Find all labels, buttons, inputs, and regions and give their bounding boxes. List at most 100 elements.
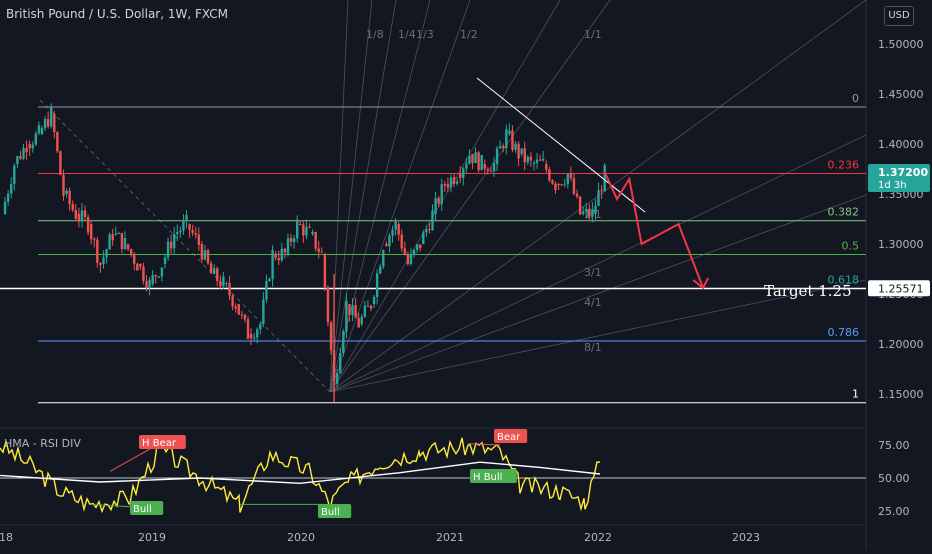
- candle-body: [594, 205, 597, 214]
- candle-body: [320, 251, 323, 253]
- candle-body: [240, 314, 244, 316]
- candle-body: [480, 155, 483, 171]
- level-price-value: 1.25571: [878, 282, 924, 295]
- oscillator-pane: 75.00 50.00 25.00 H Bear Bull Bull Bear H Bull: [0, 429, 910, 518]
- candle-body: [449, 177, 453, 188]
- candle-body: [440, 184, 443, 204]
- fib-label-0_786: 0.786: [828, 326, 860, 339]
- candle-body: [56, 132, 59, 152]
- candle-body: [415, 244, 419, 250]
- candle-body: [93, 239, 96, 241]
- fib-label-0_382: 0.382: [828, 206, 860, 219]
- candle-body: [385, 244, 388, 246]
- candle-body: [391, 229, 394, 236]
- candle-body: [65, 190, 68, 194]
- divergence-badge: [318, 504, 352, 518]
- fan-label: 1/8: [366, 28, 384, 41]
- candle-body: [283, 248, 287, 253]
- candle-body: [474, 152, 477, 164]
- candle-body: [37, 125, 41, 134]
- candle-body: [169, 241, 173, 249]
- divergence-line: [89, 503, 136, 508]
- fib-retracement: 0 0.236 0.382 0.5 0.618 0.786 1: [0, 92, 866, 404]
- candle-body: [394, 220, 397, 230]
- candle-body: [216, 268, 219, 281]
- candle-body: [225, 283, 228, 285]
- candle-body: [194, 233, 197, 235]
- candles: [3, 103, 606, 402]
- divergence-line: [467, 443, 501, 446]
- candle-body: [74, 209, 77, 219]
- divergence-badge: [494, 429, 528, 443]
- candle-body: [431, 210, 434, 231]
- candle-body: [314, 232, 317, 249]
- candle-body: [345, 300, 348, 332]
- candle-body: [560, 184, 563, 186]
- candle-body: [462, 168, 465, 178]
- candle-body: [117, 233, 121, 235]
- candle-body: [96, 239, 99, 263]
- candle-body: [400, 234, 403, 249]
- candle-body: [163, 257, 167, 264]
- candle-body: [129, 249, 133, 255]
- candle-body: [10, 184, 13, 194]
- candle-body: [535, 159, 539, 163]
- candle-body: [105, 249, 108, 258]
- price-tick: 1.20000: [878, 338, 924, 351]
- candle-body: [372, 296, 376, 304]
- candle-body: [603, 165, 606, 192]
- candle-body: [185, 215, 188, 222]
- candle-body: [277, 258, 280, 261]
- candle-body: [154, 275, 157, 277]
- candle-body: [274, 254, 277, 259]
- candle-body: [471, 154, 474, 164]
- candle-body: [542, 158, 545, 161]
- candle-body: [246, 319, 250, 339]
- candle-body: [351, 305, 354, 315]
- candle-body: [68, 190, 71, 205]
- candle-body: [86, 217, 90, 233]
- candle-body: [268, 278, 271, 281]
- candle-body: [206, 250, 210, 264]
- candle-body: [434, 198, 437, 214]
- fan-line: [329, 0, 471, 393]
- candle-body: [354, 305, 357, 318]
- candle-body: [25, 147, 28, 153]
- candle-body: [145, 281, 148, 288]
- fan-label: 1/4: [398, 28, 416, 41]
- candle-body: [308, 226, 311, 228]
- candle-body: [292, 238, 296, 242]
- candle-body: [511, 130, 514, 150]
- rsi-line: [0, 437, 601, 514]
- candle-body: [335, 372, 339, 384]
- candle-body: [514, 143, 517, 150]
- candle-body: [188, 224, 191, 231]
- candle-body: [136, 263, 139, 271]
- candle-body: [360, 316, 363, 324]
- fan-label: 1/3: [416, 28, 434, 41]
- candle-body: [142, 266, 145, 282]
- candle-body: [212, 268, 216, 274]
- fan-label: 3/1: [584, 266, 602, 279]
- target-label: Target 1.25: [764, 282, 852, 300]
- candle-body: [311, 232, 314, 234]
- divergence-label: Bear: [497, 432, 521, 443]
- candle-body: [588, 208, 591, 217]
- candle-body: [406, 254, 410, 265]
- candle-body: [234, 306, 237, 309]
- price-axis: 1.500001.450001.400001.350001.300001.250…: [868, 38, 930, 401]
- candle-body: [532, 162, 536, 164]
- candle-body: [43, 119, 47, 129]
- fan-label: 4/1: [584, 296, 602, 309]
- candle-body: [13, 165, 16, 185]
- indicator-label: HMA - RSI DIV: [4, 437, 81, 450]
- candle-body: [597, 190, 600, 206]
- candle-body: [80, 210, 84, 221]
- candle-body: [50, 107, 53, 127]
- fan-line: [329, 0, 561, 393]
- divergence-badge: [470, 469, 517, 483]
- candle-body: [228, 283, 231, 296]
- currency-button[interactable]: USD: [884, 6, 914, 26]
